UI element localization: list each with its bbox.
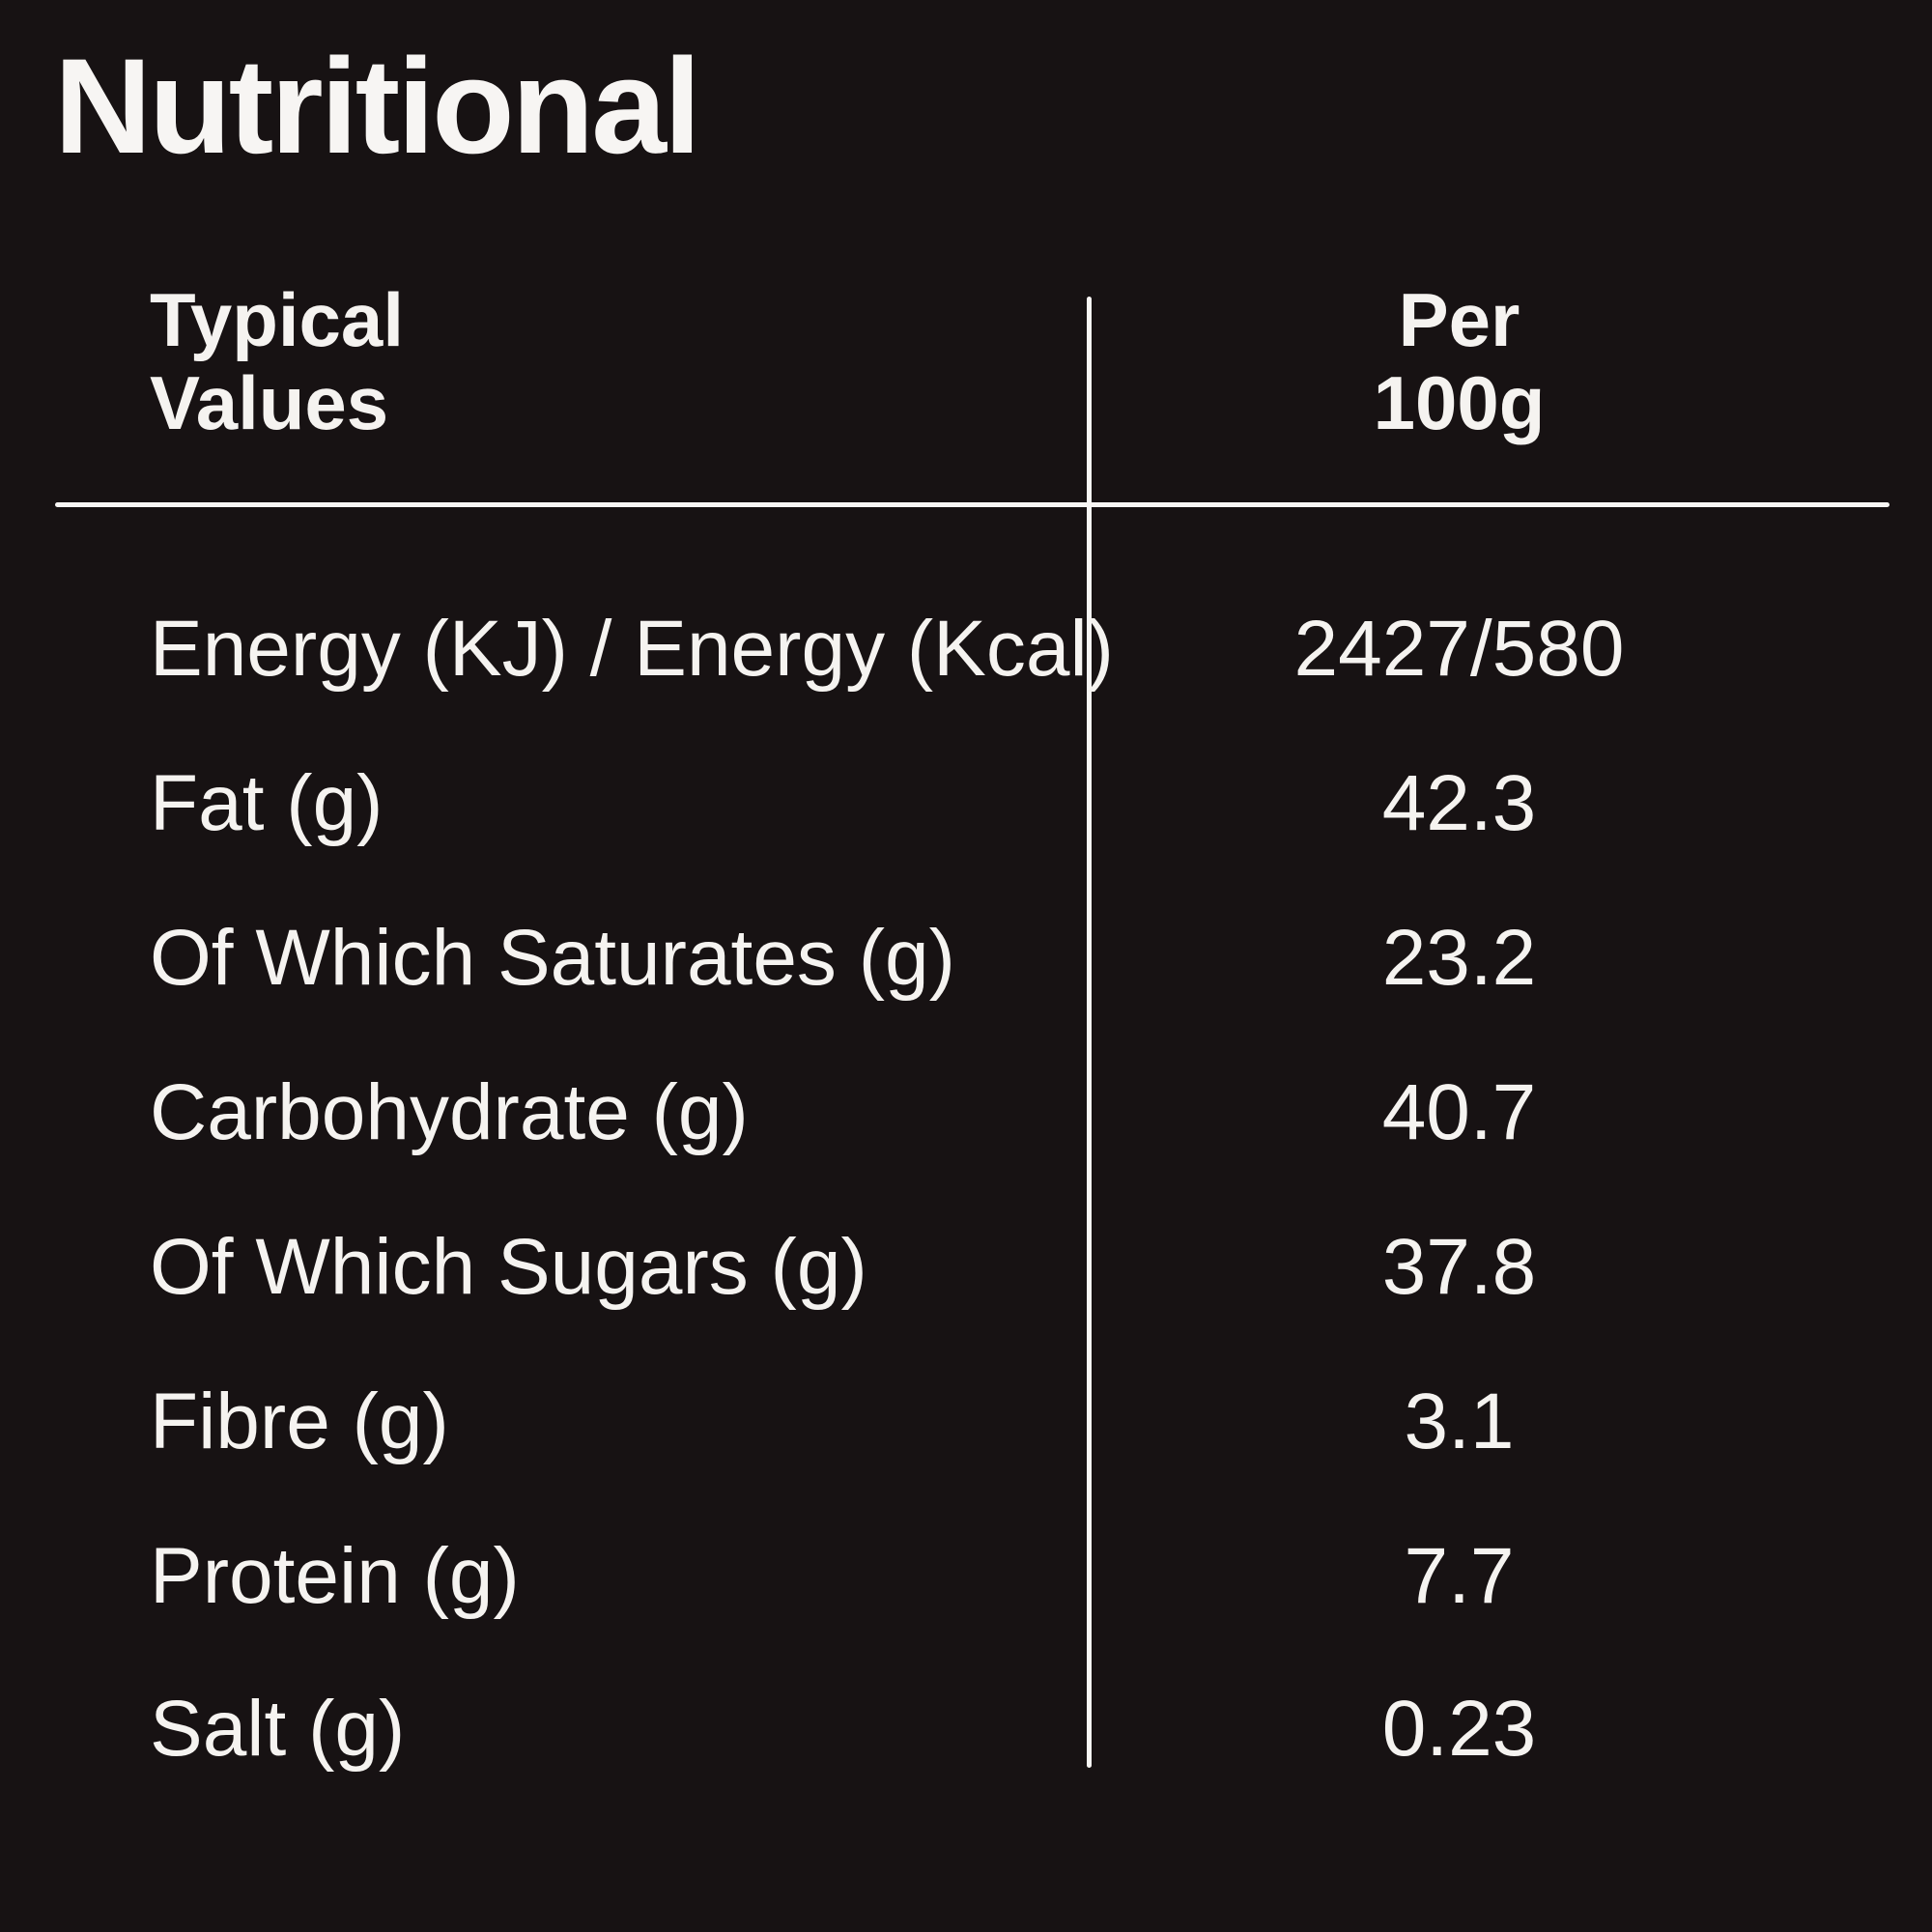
table-row: Protein (g) 7.7 — [0, 1499, 1932, 1654]
horizontal-divider — [55, 502, 1889, 507]
row-value: 7.7 — [1404, 1532, 1515, 1620]
table-row: Carbohydrate (g) 40.7 — [0, 1036, 1932, 1190]
row-value: 42.3 — [1381, 759, 1537, 847]
table-row: Of Which Sugars (g) 37.8 — [0, 1190, 1932, 1345]
column-header-per-100g: Per 100g — [1090, 278, 1829, 444]
table-row: Fat (g) 42.3 — [0, 726, 1932, 881]
table-row: Energy (KJ) / Energy (Kcal) 2427/580 — [0, 572, 1932, 726]
table-row: Salt (g) 0.23 — [0, 1652, 1932, 1806]
column-header-per-line2: 100g — [1373, 360, 1546, 445]
row-value: 3.1 — [1404, 1378, 1515, 1465]
table-row: Of Which Saturates (g) 23.2 — [0, 881, 1932, 1036]
table-row: Fibre (g) 3.1 — [0, 1345, 1932, 1499]
column-header-typical-values: Typical Values — [150, 278, 404, 444]
row-value: 23.2 — [1381, 914, 1537, 1002]
row-label: Energy (KJ) / Energy (Kcal) — [150, 605, 1114, 693]
row-value: 2427/580 — [1293, 605, 1625, 693]
row-value: 37.8 — [1381, 1223, 1537, 1311]
column-header-per-line1: Per — [1398, 277, 1520, 362]
row-label: Of Which Sugars (g) — [150, 1223, 867, 1311]
row-label: Fibre (g) — [150, 1378, 449, 1465]
column-header-typical-line2: Values — [150, 360, 389, 445]
vertical-divider — [1087, 297, 1092, 1768]
column-header-typical-line1: Typical — [150, 277, 404, 362]
page-title: Nutritional — [54, 30, 701, 182]
row-label: Protein (g) — [150, 1532, 520, 1620]
row-label: Fat (g) — [150, 759, 384, 847]
row-label: Salt (g) — [150, 1685, 406, 1773]
row-label: Of Which Saturates (g) — [150, 914, 955, 1002]
row-value: 0.23 — [1381, 1685, 1537, 1773]
row-label: Carbohydrate (g) — [150, 1068, 749, 1156]
row-value: 40.7 — [1381, 1068, 1537, 1156]
